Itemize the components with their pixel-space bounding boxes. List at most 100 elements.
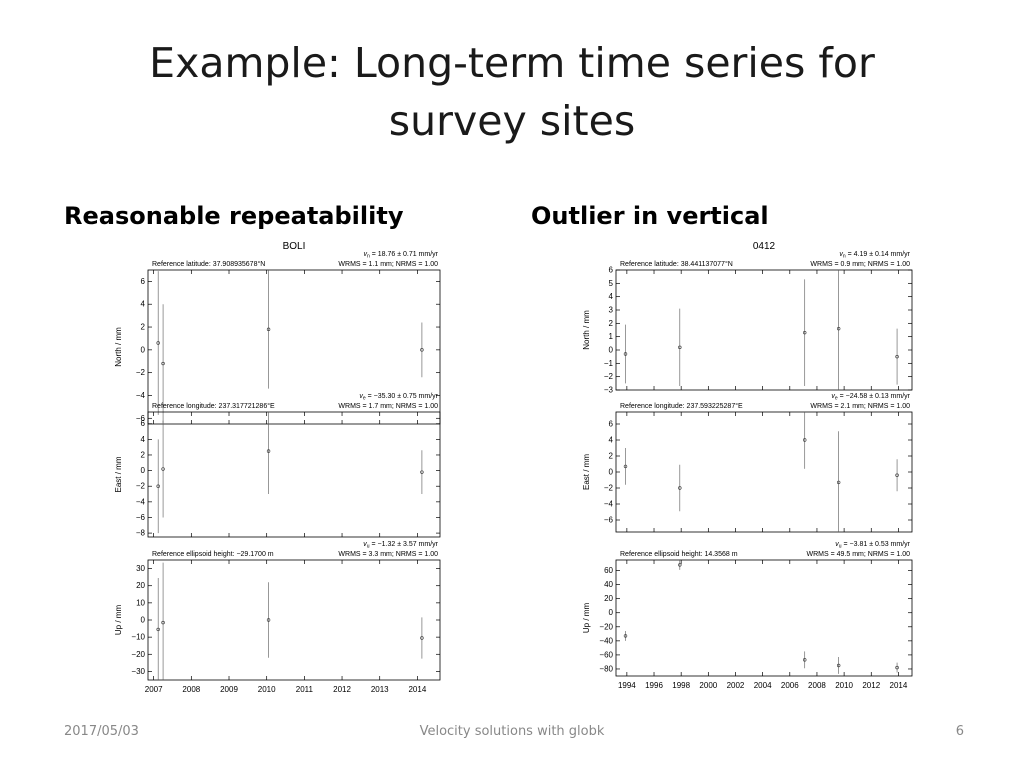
velocity-text: vn = 18.76 ± 0.71 mm/yr bbox=[363, 251, 438, 260]
velocity-text: vu = −1.32 ± 3.57 mm/yr bbox=[363, 541, 438, 550]
right-heading: Outlier in vertical bbox=[531, 202, 769, 230]
data-point bbox=[156, 627, 160, 632]
y-tick-label: 6 bbox=[609, 266, 614, 275]
reference-text: Reference longitude: 237.593225287°E bbox=[620, 402, 743, 410]
site-title: 0412 bbox=[753, 241, 776, 252]
y-tick-label: −30 bbox=[131, 667, 145, 676]
y-tick-label: 1 bbox=[609, 332, 614, 341]
subplot-e: ve = −35.30 ± 0.75 mm/yr Reference longit… bbox=[114, 393, 441, 538]
y-tick-label: −6 bbox=[136, 513, 146, 522]
reference-text: Reference longitude: 237.317721286°E bbox=[152, 402, 275, 410]
time-series-chart-0412: 0412 vn = 4.19 ± 0.14 mm/yr Reference lati… bbox=[578, 236, 918, 692]
data-point bbox=[895, 665, 899, 670]
subplot-n: vn = 18.76 ± 0.71 mm/yr Reference latitud… bbox=[114, 251, 441, 425]
y-axis-label: Up / mm bbox=[582, 603, 591, 634]
x-tick-label: 2006 bbox=[781, 681, 799, 690]
data-point bbox=[836, 326, 841, 331]
y-tick-label: 6 bbox=[141, 277, 146, 286]
y-tick-label: 30 bbox=[136, 564, 145, 573]
data-point bbox=[623, 352, 628, 356]
left-heading: Reasonable repeatability bbox=[64, 202, 404, 230]
stats-text: WRMS = 1.7 mm; NRMS = 1.00 bbox=[338, 403, 438, 410]
y-tick-label: −2 bbox=[604, 484, 614, 493]
slide-title-line2: survey sites bbox=[388, 97, 636, 145]
y-tick-label: 10 bbox=[136, 598, 145, 607]
y-tick-label: −4 bbox=[136, 391, 146, 400]
x-tick-label: 2004 bbox=[754, 681, 772, 690]
stats-text: WRMS = 3.3 mm; NRMS = 1.00 bbox=[338, 551, 438, 558]
data-point bbox=[266, 618, 271, 622]
y-axis-label: Up / mm bbox=[114, 605, 123, 636]
y-tick-label: 40 bbox=[604, 580, 613, 589]
y-tick-label: 2 bbox=[609, 319, 614, 328]
velocity-text: ve = −35.30 ± 0.75 mm/yr bbox=[359, 393, 438, 402]
y-tick-label: 4 bbox=[609, 436, 614, 445]
subplot-n: vn = 4.19 ± 0.14 mm/yr Reference latitude… bbox=[582, 251, 913, 395]
y-tick-label: 4 bbox=[141, 435, 146, 444]
y-tick-label: 2 bbox=[141, 450, 146, 459]
data-point bbox=[895, 473, 899, 477]
plot-frame bbox=[615, 411, 913, 533]
y-tick-label: 6 bbox=[141, 419, 146, 428]
plot-frame bbox=[147, 411, 441, 538]
y-tick-label: 20 bbox=[136, 581, 145, 590]
y-axis-label: East / mm bbox=[582, 454, 591, 490]
data-point bbox=[836, 480, 841, 485]
slide-title: Example: Long-term time series for surve… bbox=[0, 34, 1024, 150]
plot-frame bbox=[615, 559, 913, 677]
data-point bbox=[156, 484, 160, 488]
reference-text: Reference ellipsoid height: −29.1700 m bbox=[152, 551, 274, 558]
y-tick-label: 0 bbox=[141, 345, 146, 354]
data-point bbox=[266, 449, 271, 453]
data-point bbox=[161, 620, 165, 625]
x-tick-label: 2012 bbox=[333, 685, 351, 692]
y-tick-label: −4 bbox=[136, 497, 146, 506]
y-tick-label: −3 bbox=[604, 386, 614, 395]
footer-title: Velocity solutions with globk bbox=[419, 724, 605, 739]
subplot-u: vu = −1.32 ± 3.57 mm/yr Reference ellipso… bbox=[114, 541, 441, 681]
y-tick-label: 0 bbox=[609, 608, 614, 617]
data-point bbox=[161, 361, 165, 366]
x-tick-label: 2008 bbox=[182, 685, 200, 692]
y-axis-label: East / mm bbox=[114, 456, 123, 492]
y-tick-label: −10 bbox=[131, 633, 145, 642]
y-tick-label: 2 bbox=[609, 452, 614, 461]
x-tick-label: 2000 bbox=[699, 681, 717, 690]
velocity-text: vn = 4.19 ± 0.14 mm/yr bbox=[839, 251, 910, 260]
y-tick-label: −2 bbox=[136, 482, 146, 491]
footer-date: 2017/05/03 bbox=[64, 724, 139, 739]
data-point bbox=[803, 330, 807, 335]
stats-text: WRMS = 0.9 mm; NRMS = 1.00 bbox=[810, 261, 910, 268]
data-point bbox=[803, 658, 807, 662]
data-point bbox=[156, 341, 160, 345]
x-tick-label: 2013 bbox=[371, 685, 389, 692]
data-point bbox=[420, 470, 424, 474]
y-axis-label: North / mm bbox=[114, 327, 123, 367]
reference-text: Reference latitude: 38.441137077°N bbox=[620, 260, 733, 268]
y-tick-label: −20 bbox=[599, 622, 613, 631]
y-tick-label: −60 bbox=[599, 650, 613, 659]
y-tick-label: −4 bbox=[604, 500, 614, 509]
y-tick-label: 4 bbox=[609, 292, 614, 301]
y-tick-label: −40 bbox=[599, 636, 613, 645]
x-tick-label: 1998 bbox=[672, 681, 690, 690]
y-tick-label: 0 bbox=[609, 468, 614, 477]
reference-text: Reference ellipsoid height: 14.3568 m bbox=[620, 551, 738, 558]
plot-frame bbox=[615, 269, 913, 391]
data-point bbox=[161, 467, 165, 471]
y-tick-label: −80 bbox=[599, 664, 613, 673]
slide-number: 6 bbox=[955, 724, 964, 739]
x-tick-label: 2007 bbox=[145, 685, 163, 692]
data-point bbox=[678, 563, 682, 567]
y-tick-label: −8 bbox=[136, 529, 146, 538]
y-tick-label: 2 bbox=[141, 323, 146, 332]
velocity-text: vu = −3.81 ± 0.53 mm/yr bbox=[835, 541, 910, 550]
plot-frame bbox=[147, 559, 441, 681]
x-tick-label: 2014 bbox=[890, 681, 908, 690]
x-tick-label: 2009 bbox=[220, 685, 238, 692]
x-tick-label: 2012 bbox=[862, 681, 880, 690]
y-tick-label: −1 bbox=[604, 359, 614, 368]
x-tick-label: 1994 bbox=[618, 681, 636, 690]
y-tick-label: −2 bbox=[604, 372, 614, 381]
data-point bbox=[266, 327, 271, 332]
